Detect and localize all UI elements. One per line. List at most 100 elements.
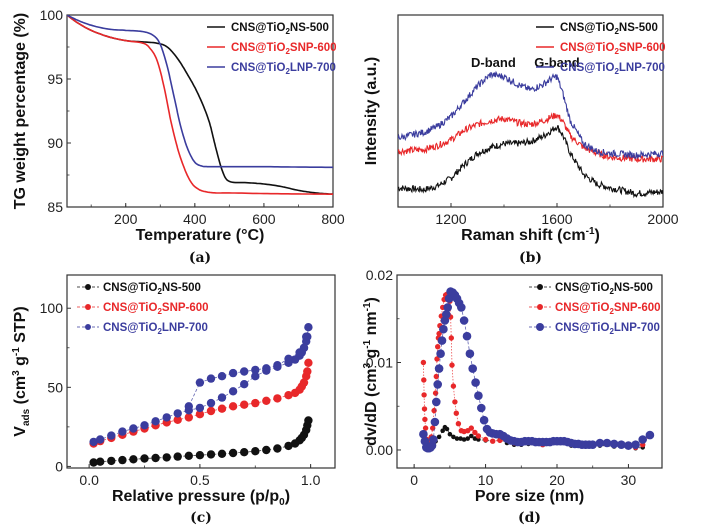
legend-label-rest: NS-500 [290,22,329,34]
legend-label-rest: SNP-600 [619,42,666,54]
x-axis-label-sup: -1 [586,226,595,237]
data-point [432,397,441,407]
legend-label-sub: 2 [157,287,162,296]
data-point [240,380,249,389]
x-tick-label: 20 [549,472,565,488]
data-point [471,378,480,387]
legend-swatch-marker [85,284,91,290]
y-tick-label: 85 [47,199,63,215]
data-point [472,436,478,441]
data-point [624,441,633,450]
legend-item: CNS@TiO2SNP-600 [536,42,666,56]
series-line [67,15,333,169]
legend-label-main: CNS@TiO [231,42,286,54]
data-point [251,447,260,456]
data-point [273,444,282,453]
data-point [107,431,116,440]
data-point [251,398,260,408]
data-point [638,435,647,444]
x-axis-label-end: ) [595,227,600,244]
data-point [457,303,466,312]
data-point [184,413,193,422]
panel-a: 200 400 600 800 85 90 95 100 Temperature (°C) TG … [12,7,345,266]
plot-frame [397,14,664,208]
data-point [442,310,451,319]
y-tick-label: 0.01 [366,354,393,370]
legend-label: CNS@TiO2NS-500 [231,22,329,36]
legend-item: CNS@TiO2NS-500 [207,22,329,36]
data-point [262,396,271,405]
legend-label: CNS@TiO2NS-500 [560,22,658,36]
legend-swatch-marker [537,284,543,290]
data-point [173,409,182,418]
data-point [454,436,460,441]
data-point [206,406,216,416]
legend-label-sub: 2 [285,27,290,36]
data-point [89,458,98,467]
data-point [273,361,282,370]
x-tick-label: 600 [252,211,276,227]
plot-frame [66,274,336,469]
data-point [217,404,227,413]
data-point [304,358,313,367]
x-tick-label: 10 [478,472,494,488]
legend-label: CNS@TiO2LNP-700 [560,62,665,76]
data-point [462,331,472,341]
data-point [420,359,427,366]
y-axis-label-part: ) [363,297,380,302]
legend-label-sub: 2 [614,27,619,36]
legend-label-rest: LNP-700 [619,62,665,74]
data-point [448,335,454,341]
series-lnp-700 [398,70,663,160]
data-point [433,373,439,380]
data-point [588,440,597,450]
y-tick-label: 90 [47,135,63,151]
data-point [458,436,463,441]
x-axis-label-sub: 0 [279,497,285,508]
legend-label-sub: 2 [609,287,614,296]
legend-label-rest: LNP-700 [290,62,336,74]
data-point [447,431,453,437]
data-point [262,445,271,455]
legend-label-main: CNS@TiO [560,42,615,54]
data-point [436,349,445,359]
data-point [129,424,138,433]
data-point [96,457,105,466]
data-point [262,364,271,373]
data-point [217,372,227,381]
y-axis-label-part: dv/dD (cm [363,369,380,446]
data-point [449,362,455,368]
x-tick-label: 30 [621,472,637,488]
panel-label: (d) [518,510,541,526]
legend-label-sub: 2 [609,307,614,316]
data-point [206,450,216,459]
series-lnp-700 [419,287,655,453]
data-point [251,372,260,381]
data-point [444,426,450,432]
data-point [89,437,98,447]
data-point [107,456,116,466]
data-point [450,383,457,389]
data-point [434,356,440,362]
data-point [609,439,619,449]
legend-item: CNS@TiO2LNP-700 [536,62,665,76]
legend-label-sub: 2 [609,327,614,336]
y-axis-label-part: V [12,426,29,437]
data-point [421,392,427,398]
legend-label-main: CNS@TiO [103,282,158,294]
legend-label-rest: LNP-700 [162,322,208,334]
legend: CNS@TiO2NS-500CNS@TiO2SNP-600CNS@TiO2LNP… [529,282,661,336]
legend-label-main: CNS@TiO [555,302,610,314]
x-tick-label: 1.0 [301,472,321,488]
y-axis-label-part: ads [21,408,32,426]
series-group [419,287,655,453]
y-axis-label-part: 3 [362,363,373,369]
data-point [421,406,428,412]
data-point [436,434,442,440]
x-axis-label-main: Relative pressure (p/p [112,488,279,505]
data-point [465,349,475,359]
y-axis-label: Vads (cm3 g-1 STP) [11,306,32,436]
data-point [468,364,478,373]
legend-label-main: CNS@TiO [231,22,286,34]
data-point [595,438,605,448]
